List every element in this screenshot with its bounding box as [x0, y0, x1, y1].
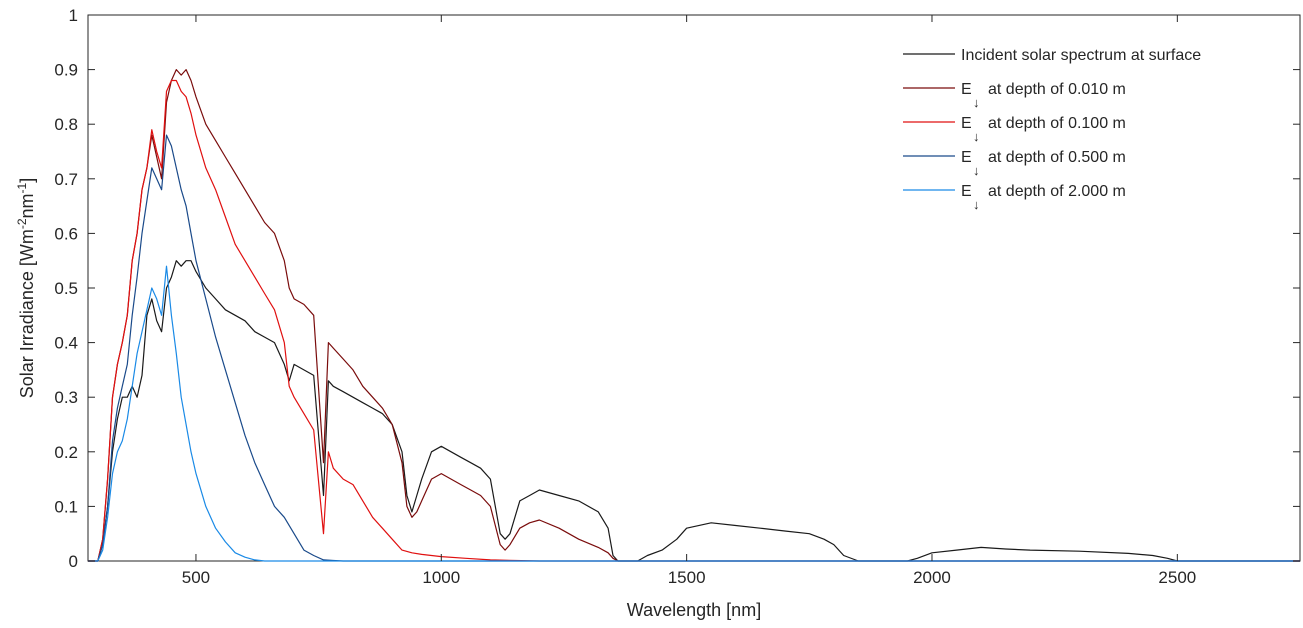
y-tick-label: 0.7: [54, 170, 78, 189]
legend-label-3: at depth of 0.500 m: [988, 149, 1126, 166]
x-tick-label: 1000: [422, 568, 460, 587]
y-axis-label-close: ]: [17, 178, 37, 183]
x-tick-label: 2500: [1158, 568, 1196, 587]
legend-subscript-1: ↓: [973, 95, 980, 110]
legend-prefix-1: E: [961, 81, 972, 98]
series-line-4: [88, 265, 1300, 562]
y-tick-label: 0.4: [54, 334, 78, 353]
plot-frame: [87, 14, 1301, 562]
legend-subscript-2: ↓: [973, 129, 980, 144]
y-axis-label-exp2: -1: [15, 182, 29, 193]
legend-label-2: at depth of 0.100 m: [988, 115, 1126, 132]
legend-label-1: at depth of 0.010 m: [988, 81, 1126, 98]
x-tick-label: 500: [182, 568, 210, 587]
x-axis: 500 1000 1500 2000 2500: [182, 15, 1196, 587]
x-axis-label: Wavelength [nm]: [627, 600, 761, 620]
y-tick-label: 0.9: [54, 61, 78, 80]
legend-label-0: Incident solar spectrum at surface: [961, 47, 1201, 64]
y-tick-label: 0.2: [54, 443, 78, 462]
legend-label-4: at depth of 2.000 m: [988, 183, 1126, 200]
y-axis: 0 0.1 0.2 0.3 0.4 0.5 0.6 0.7 0.8 0.9 1: [54, 6, 1300, 571]
y-tick-label: 0.5: [54, 279, 78, 298]
y-axis-label-exp1: -2: [15, 218, 29, 229]
y-axis-label-mid: nm: [17, 193, 37, 218]
y-tick-label: 0.6: [54, 224, 78, 243]
x-tick-label: 1500: [668, 568, 706, 587]
series-line-2: [88, 79, 1300, 562]
series-layer: [88, 69, 1300, 562]
legend-prefix-2: E: [961, 115, 972, 132]
y-tick-label: 0.3: [54, 388, 78, 407]
legend-prefix-3: E: [961, 149, 972, 166]
legend-subscript-4: ↓: [973, 197, 980, 212]
x-tick-label: 2000: [913, 568, 951, 587]
y-tick-label: 1: [69, 6, 78, 25]
y-tick-label: 0: [69, 552, 78, 571]
y-axis-label: Solar Irradiance [Wm-2nm-1]: [15, 178, 37, 398]
series-line-0: [88, 260, 1300, 562]
legend-subscript-3: ↓: [973, 163, 980, 178]
y-tick-label: 0.1: [54, 497, 78, 516]
legend-prefix-4: E: [961, 183, 972, 200]
y-axis-label-main: Solar Irradiance [Wm: [17, 229, 37, 398]
series-line-3: [88, 134, 1300, 562]
y-tick-label: 0.8: [54, 115, 78, 134]
